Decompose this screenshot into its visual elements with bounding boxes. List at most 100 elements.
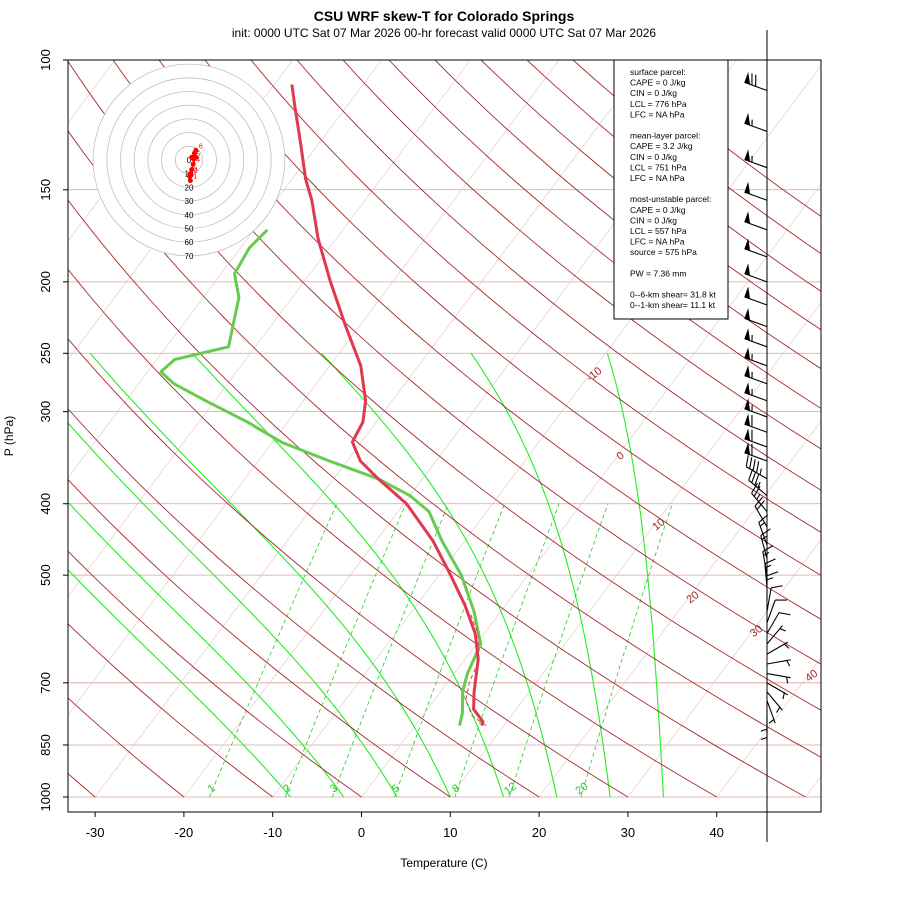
wind-barb-shaft <box>744 249 767 257</box>
wind-barb-full <box>752 472 756 483</box>
stats-line: most-unstable parcel: <box>630 194 711 204</box>
stats-line: mean-layer parcel: <box>630 131 700 141</box>
stats-line: CAPE = 0 J/kg <box>630 205 686 215</box>
stats-line: LFC = NA hPa <box>630 109 685 119</box>
isotherm-label: 40 <box>803 668 820 685</box>
wind-barb-flag <box>744 308 750 320</box>
isotherm-label: -10 <box>584 365 604 384</box>
x-tick-label: 30 <box>621 825 635 840</box>
isotherm <box>806 60 900 797</box>
isotherm <box>273 60 826 797</box>
hodograph-height-label: 5 <box>196 152 200 159</box>
wind-barbs <box>744 30 790 842</box>
isotherm-label: 0 <box>614 450 626 463</box>
stats-line: surface parcel: <box>630 67 686 77</box>
wind-barb-full <box>746 455 748 467</box>
wind-barb-half <box>765 565 771 568</box>
wind-barb-shaft <box>767 613 779 634</box>
mixing-ratio-line <box>285 504 406 797</box>
wind-barb-flag <box>744 414 750 426</box>
wind-barb-half <box>777 707 780 712</box>
y-tick-label: 700 <box>38 672 53 694</box>
wind-barb-flag <box>744 263 750 275</box>
mixing-ratio-label: 20 <box>573 780 590 797</box>
isotherm-label: 10 <box>650 516 667 533</box>
x-tick-label: -20 <box>175 825 194 840</box>
y-tick-label: 250 <box>38 342 53 364</box>
wind-barb-half <box>780 629 786 631</box>
hodograph-ring-label: 70 <box>185 252 194 261</box>
hodograph-height-label: 6 <box>199 143 203 150</box>
dewpoint-profile <box>161 230 481 726</box>
wind-barb-flag <box>744 182 750 194</box>
x-axis-label: Temperature (C) <box>400 856 487 870</box>
y-tick-label: 300 <box>38 401 53 423</box>
stats-line: 0--1-km shear= 11.1 kt <box>630 300 716 310</box>
x-tick-label: 40 <box>709 825 723 840</box>
y-tick-label: 400 <box>38 493 53 515</box>
wind-barb-flag <box>744 287 750 299</box>
mixing-ratio-line <box>581 504 672 797</box>
y-tick-label: 500 <box>38 564 53 586</box>
wind-barb-half <box>761 737 767 739</box>
wind-barb-half <box>767 578 773 580</box>
wind-barb-half <box>760 522 765 526</box>
hodograph-ring-label: 40 <box>185 211 194 220</box>
wind-barb-half <box>757 494 760 499</box>
wind-barb-flag <box>744 382 750 394</box>
hodograph-ring-label: 30 <box>185 197 194 206</box>
isotherm <box>717 60 900 797</box>
wind-barb-flag <box>744 113 750 125</box>
y-tick-label: 200 <box>38 271 53 293</box>
isotherm-label: 30 <box>748 623 765 640</box>
wind-barb-half <box>787 661 790 667</box>
mixing-ratio-label: 2 <box>281 782 293 795</box>
y-axis-label: P (hPa) <box>2 416 16 456</box>
stats-line: LCL = 557 hPa <box>630 226 687 236</box>
isotherm-label: 20 <box>684 589 701 606</box>
wind-barb-full <box>757 461 759 473</box>
y-tick-label: 150 <box>38 179 53 201</box>
wind-barb-flag <box>744 149 750 161</box>
wind-barb-full <box>753 459 755 471</box>
hodograph-ring-label: 20 <box>185 183 194 192</box>
mixing-ratio-label: 5 <box>390 782 402 795</box>
mixing-ratio-label: 8 <box>450 782 462 795</box>
y-tick-label: 1000 <box>38 783 53 812</box>
dry-adiabat <box>251 60 900 797</box>
wind-barb-flag <box>744 428 750 440</box>
x-tick-label: -10 <box>263 825 282 840</box>
mixing-ratio-label: 1 <box>206 782 218 795</box>
stats-line: source = 575 hPa <box>630 247 697 257</box>
x-tick-label: 20 <box>532 825 546 840</box>
hodograph: 010203040506070123456 <box>93 64 285 261</box>
y-tick-label: 850 <box>38 734 53 756</box>
wind-barb-shaft <box>767 588 771 612</box>
stats-line: CIN = 0 J/kg <box>630 152 677 162</box>
wind-barb-full <box>765 559 776 564</box>
wind-barb-half <box>783 693 784 699</box>
stats-line: LFC = NA hPa <box>630 173 685 183</box>
isotherm-label: 50 <box>860 711 877 728</box>
stats-line: CAPE = 3.2 J/kg <box>630 141 693 151</box>
wind-barb-full <box>779 613 791 615</box>
hodograph-height-label: 3 <box>193 167 197 174</box>
stats-line: PW = 7.36 mm <box>630 268 686 278</box>
stats-line: CIN = 0 J/kg <box>630 88 677 98</box>
wind-barb-flag <box>744 328 750 340</box>
wind-barb-full <box>749 469 753 480</box>
stats-line: LCL = 751 hPa <box>630 162 687 172</box>
x-tick-label: 0 <box>358 825 365 840</box>
stats-line: CAPE = 0 J/kg <box>630 78 686 88</box>
x-tick-label: -30 <box>86 825 105 840</box>
wind-barb-full <box>750 457 752 469</box>
wind-barb-flag <box>744 365 750 377</box>
mixing-ratio-line <box>509 504 608 797</box>
hodograph-point <box>189 155 194 160</box>
stats-line: LFC = NA hPa <box>630 237 685 247</box>
chart-title: CSU WRF skew-T for Colorado Springs <box>314 8 575 24</box>
